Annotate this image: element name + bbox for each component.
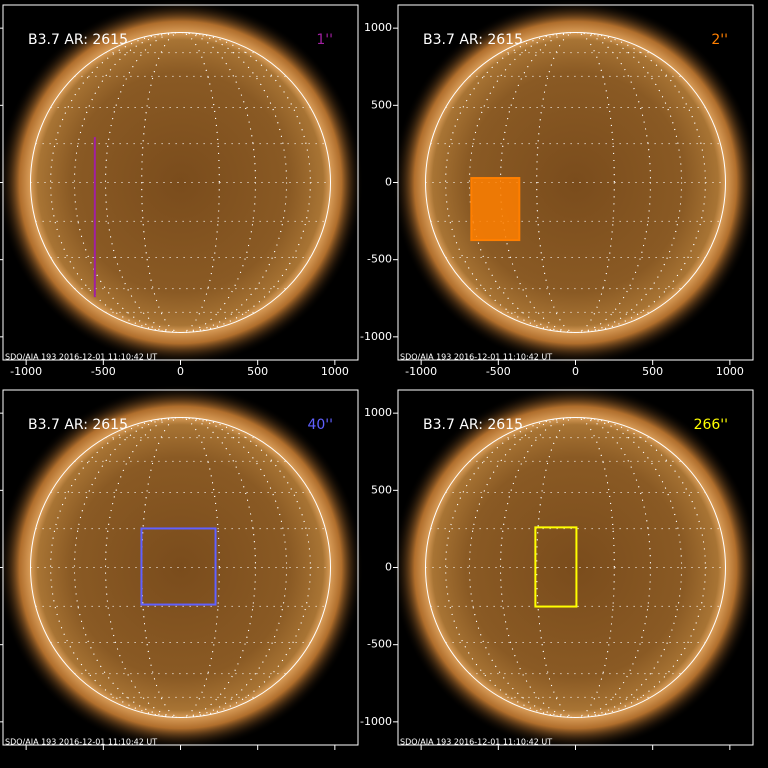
panel: -1000 -500 0 500 1000 B3.7 AR: 2615 1'' SDO/AIA… [0,0,364,378]
longitude-grid [73,32,288,333]
panel: B3.7 AR: 2615 40'' SDO/AIA 193 2016-12-01 … [0,384,364,751]
x-tick-label: 0 [177,365,184,378]
x-tick-label: 500 [247,365,268,378]
longitude-grid [468,32,683,333]
x-tick-label: 1000 [716,365,744,378]
y-tick-label: 0 [385,176,392,189]
longitude-grid [105,417,256,718]
longitude-grid [445,32,706,333]
y-tick-label: 500 [371,98,392,111]
panel-label: 2'' [711,32,728,48]
longitude-grid [500,32,651,333]
panel: -1000 -500 0 500 1000 -1000 -500 0 500 1000 B3.7 A… [360,0,759,378]
y-tick-label: 500 [371,483,392,496]
panel: -1000 -500 0 500 1000 B3.7 AR: 2615 266'' SDO/A… [360,384,759,751]
sun-image [0,0,364,366]
footer: SDO/AIA 193 2016-12-01 11:10:42 UT [400,353,552,362]
y-tick-label: -500 [367,638,392,651]
longitude-grid [445,417,706,718]
y-tick-label: -1000 [360,715,392,728]
panel-title: B3.7 AR: 2615 [423,417,523,433]
y-tick-label: 0 [385,561,392,574]
longitude-grid [536,32,615,333]
panel-label: 266'' [694,417,728,433]
panel-label: 1'' [316,32,333,48]
x-tick-label: 500 [642,365,663,378]
x-tick-label: 0 [572,365,579,378]
x-tick-label: -1000 [10,365,42,378]
y-tick-label: -500 [367,253,392,266]
sun-image [0,384,364,751]
x-tick-label: 1000 [321,365,349,378]
footer: SDO/AIA 193 2016-12-01 11:10:42 UT [5,353,157,362]
longitude-grid [50,417,311,718]
longitude-grid [468,417,683,718]
footer: SDO/AIA 193 2016-12-01 11:10:42 UT [400,738,552,747]
x-tick-label: -500 [486,365,511,378]
y-tick-label: 1000 [364,406,392,419]
footer: SDO/AIA 193 2016-12-01 11:10:42 UT [5,738,157,747]
sun-image [392,0,759,366]
longitude-grid [536,417,615,718]
longitude-grid [141,32,220,333]
y-tick-label: 1000 [364,21,392,34]
field-of-view [534,526,578,608]
longitude-grid [105,32,256,333]
longitude-grid [73,417,288,718]
y-tick-label: -1000 [360,330,392,343]
field-of-view [140,527,217,606]
longitude-grid [500,417,651,718]
panel-title: B3.7 AR: 2615 [28,32,128,48]
field-of-view [470,177,521,242]
x-tick-label: -500 [91,365,116,378]
longitude-grid [50,32,311,333]
x-tick-label: -1000 [405,365,437,378]
panel-title: B3.7 AR: 2615 [28,417,128,433]
panel-title: B3.7 AR: 2615 [423,32,523,48]
panel-label: 40'' [307,417,333,433]
